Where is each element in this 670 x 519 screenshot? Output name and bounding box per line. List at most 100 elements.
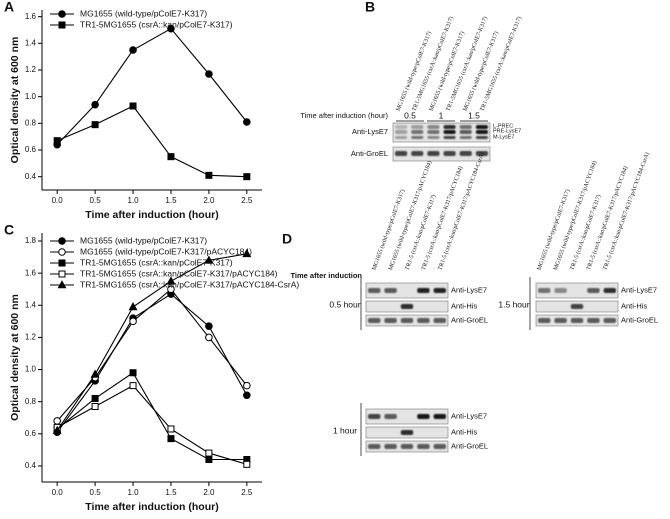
legend-marker bbox=[58, 10, 66, 18]
marker bbox=[205, 171, 213, 179]
band bbox=[395, 136, 408, 139]
legend-label: TR1-5MG1655 (csrA::kan/pColE7-K317) bbox=[80, 19, 233, 29]
band bbox=[459, 130, 472, 134]
panel-label: A bbox=[4, 0, 14, 15]
row-label: Anti-His bbox=[451, 427, 478, 436]
marker bbox=[129, 102, 137, 110]
x-tick-label: 0.5 bbox=[90, 488, 102, 497]
y-tick-label: 0.6 bbox=[25, 145, 37, 154]
series-line bbox=[56, 105, 247, 178]
marker bbox=[91, 100, 99, 109]
band bbox=[433, 288, 446, 293]
y-axis-label: Optical density at 600 nm bbox=[9, 294, 21, 421]
band bbox=[443, 136, 456, 139]
band bbox=[554, 318, 567, 323]
series-line bbox=[56, 371, 247, 461]
series-line bbox=[56, 288, 248, 422]
marker bbox=[243, 173, 251, 181]
series-line bbox=[56, 384, 247, 465]
y-axis-label: Optical density at 600 nm bbox=[9, 37, 21, 164]
x-tick-label: 0.0 bbox=[52, 196, 64, 205]
x-tick-label: 2.0 bbox=[203, 488, 215, 497]
time-label: 0.5 hour bbox=[329, 299, 360, 309]
row-label: Anti-His bbox=[621, 301, 648, 310]
legend-marker bbox=[57, 280, 67, 289]
band bbox=[587, 318, 600, 323]
band bbox=[384, 318, 397, 323]
band bbox=[384, 414, 397, 419]
series-line bbox=[56, 27, 248, 146]
panel-label: C bbox=[4, 222, 14, 238]
x-tick-label: 1.5 bbox=[165, 196, 177, 205]
legend-marker bbox=[58, 21, 66, 29]
row-label: Anti-GroEL bbox=[451, 315, 488, 324]
y-tick-label: 1.8 bbox=[25, 236, 37, 245]
lane-label: MG1655 (wild-type/pColE7-K317) bbox=[536, 188, 572, 271]
x-tick-label: 2.5 bbox=[241, 196, 253, 205]
band bbox=[395, 130, 408, 134]
row-label: Anti-LysE7 bbox=[451, 285, 487, 294]
band bbox=[417, 318, 430, 323]
band-label: M-LysE7 bbox=[493, 134, 515, 140]
legend-label: TR1-5MG1655 (csrA::kan/pColE7-K317) bbox=[80, 257, 233, 267]
x-axis-label: Time after induction (hour) bbox=[85, 501, 218, 513]
band bbox=[427, 125, 440, 129]
y-tick-label: 0.4 bbox=[25, 172, 37, 181]
legend-marker bbox=[58, 248, 66, 256]
x-tick-label: 1.0 bbox=[127, 488, 139, 497]
marker bbox=[205, 456, 213, 464]
marker bbox=[52, 425, 62, 434]
band bbox=[475, 136, 488, 139]
time-title: Time after induction (hour) bbox=[300, 111, 388, 120]
row-label: Anti-LysE7 bbox=[352, 127, 388, 136]
band bbox=[459, 125, 472, 129]
band bbox=[400, 304, 414, 309]
marker bbox=[53, 417, 61, 425]
band bbox=[475, 151, 488, 156]
marker bbox=[205, 70, 213, 78]
legend-marker bbox=[58, 237, 66, 245]
blot-frame bbox=[392, 146, 491, 162]
lane-label: TR1-5 (csrA::kan/pColE7-K317) bbox=[404, 194, 438, 271]
marker bbox=[90, 369, 100, 378]
band bbox=[538, 288, 551, 293]
band bbox=[368, 444, 381, 449]
marker bbox=[243, 118, 251, 126]
row-label: Anti-GroEL bbox=[621, 315, 658, 324]
row-label: Anti-GroEL bbox=[451, 441, 488, 450]
blot-frame bbox=[365, 282, 449, 299]
marker bbox=[91, 394, 99, 402]
blot-frame bbox=[535, 282, 619, 299]
marker bbox=[167, 285, 175, 294]
x-tick-label: 2.0 bbox=[203, 196, 215, 205]
time-label: 0.5 bbox=[404, 110, 416, 120]
legend-marker bbox=[58, 270, 66, 278]
band bbox=[603, 318, 616, 323]
marker bbox=[205, 449, 213, 457]
band bbox=[384, 288, 397, 293]
y-tick-label: 0.8 bbox=[25, 118, 37, 127]
lane-label: MG1655 (wild-type/pColE7-K317) bbox=[371, 188, 407, 271]
marker bbox=[205, 333, 213, 342]
band bbox=[400, 444, 414, 449]
series-line bbox=[56, 253, 247, 431]
band bbox=[459, 151, 472, 156]
band bbox=[443, 130, 456, 134]
band bbox=[384, 444, 397, 449]
row-label: Anti-LysE7 bbox=[621, 285, 657, 294]
legend-label: MG1655 (wild-type/pColE7-K317) bbox=[80, 235, 207, 245]
y-tick-label: 0.6 bbox=[25, 429, 37, 438]
legend-label: TR1-5MG1655 (csrA::kan/pColE7-K317/pACYC… bbox=[80, 279, 299, 289]
time-title: Time after induction bbox=[290, 271, 362, 280]
band bbox=[417, 288, 430, 293]
band bbox=[433, 318, 446, 323]
band bbox=[427, 151, 440, 156]
band bbox=[400, 430, 414, 435]
marker bbox=[242, 249, 252, 258]
row-label: Anti-GroEL bbox=[351, 149, 388, 158]
marker bbox=[91, 402, 99, 410]
band bbox=[427, 136, 440, 139]
legend-label: MG1655 (wild-type/pColE7-K317/pACYC184) bbox=[80, 246, 252, 256]
band bbox=[475, 125, 488, 129]
y-tick-label: 0.8 bbox=[25, 397, 37, 406]
